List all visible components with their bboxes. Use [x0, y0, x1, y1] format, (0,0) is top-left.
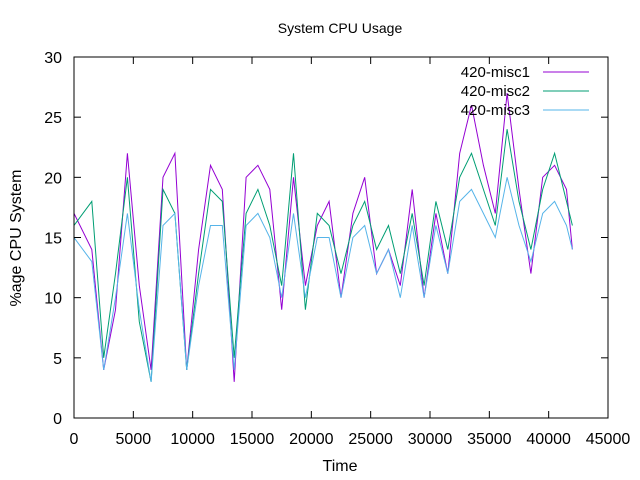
x-tick-label: 5000 — [116, 431, 152, 448]
x-tick-label: 0 — [70, 431, 79, 448]
y-tick-label: 10 — [44, 291, 62, 308]
x-axis-label: Time — [323, 458, 358, 475]
x-tick-label: 30000 — [408, 431, 453, 448]
x-tick-label: 15000 — [230, 431, 275, 448]
series-line-420-misc3 — [74, 177, 573, 382]
series-line-420-misc2 — [74, 129, 573, 382]
y-tick-label: 20 — [44, 170, 62, 187]
legend: 420-misc1 420-misc2 420-misc3 — [461, 64, 589, 119]
x-tick-label: 35000 — [467, 431, 512, 448]
x-tick-label: 20000 — [289, 431, 334, 448]
x-tick-label: 10000 — [170, 431, 215, 448]
x-tick-label: 40000 — [526, 431, 571, 448]
legend-label: 420-misc1 — [461, 64, 530, 81]
legend-label: 420-misc3 — [461, 102, 530, 119]
y-tick-label: 5 — [53, 351, 62, 368]
series-line-420-misc1 — [74, 93, 573, 382]
legend-label: 420-misc2 — [461, 83, 530, 100]
x-tick-label: 45000 — [586, 431, 631, 448]
y-tick-label: 15 — [44, 231, 62, 248]
y-tick-label: 0 — [53, 411, 62, 428]
y-axis-label: %age CPU System — [8, 170, 25, 307]
x-tick-label: 25000 — [348, 431, 393, 448]
y-tick-label: 30 — [44, 50, 62, 67]
chart-title: System CPU Usage — [278, 20, 403, 36]
y-tick-label: 25 — [44, 110, 62, 127]
